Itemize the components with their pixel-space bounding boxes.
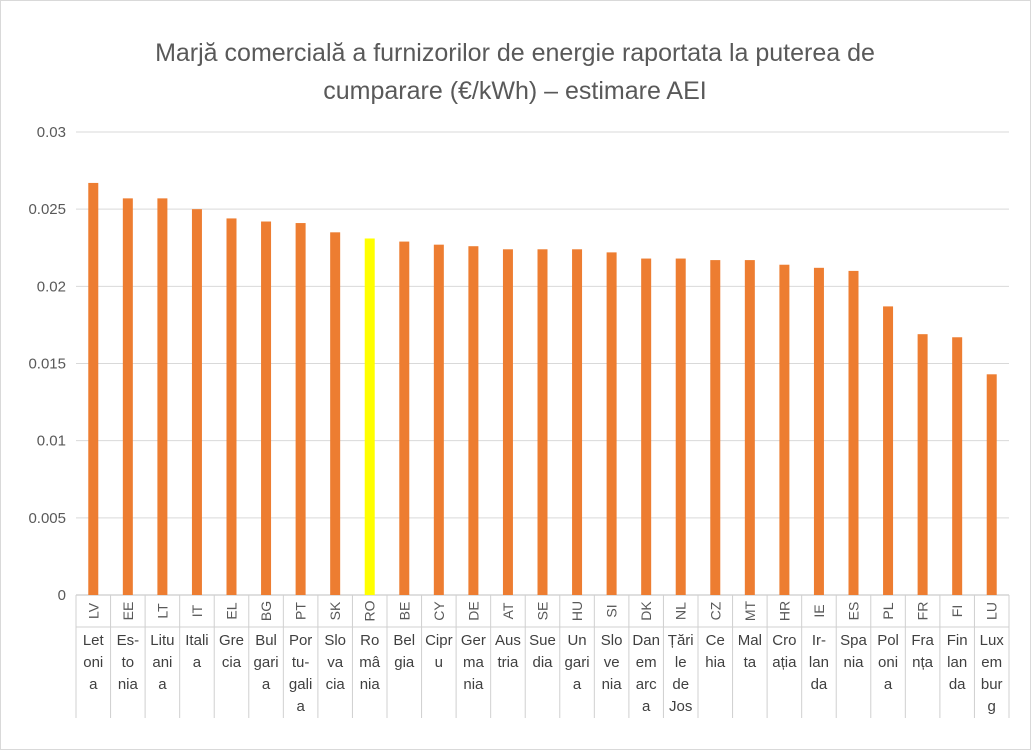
- x-code-label: NL: [673, 602, 689, 620]
- bar: [986, 374, 997, 595]
- chart-title-line-1: Marjă comercială a furnizorilor de energ…: [155, 39, 875, 67]
- x-code-label: DE: [465, 601, 481, 620]
- y-tick-label: 0: [58, 587, 66, 604]
- x-category-label: Bel gia: [393, 632, 415, 671]
- bar: [848, 270, 859, 595]
- chart-title-line-2: cumparare (€/kWh) – estimare AEI: [323, 77, 707, 105]
- y-tick-label: 0.005: [28, 510, 66, 527]
- x-category-label: Spa nia: [840, 632, 867, 671]
- bar: [88, 182, 99, 595]
- x-code-label: BE: [396, 602, 412, 621]
- x-category-label: Ro mâ nia: [359, 632, 380, 693]
- x-category-label: Dan em arc a: [632, 632, 660, 715]
- x-code-label: DK: [638, 601, 654, 621]
- x-code-label: RO: [362, 600, 378, 621]
- bar: [537, 249, 548, 595]
- x-category-label: Cro ația: [772, 632, 797, 671]
- x-code-label: MT: [742, 600, 758, 621]
- x-code-label: EE: [120, 602, 136, 621]
- x-category-label: Es-to nia: [117, 632, 140, 693]
- y-tick-label: 0.025: [28, 201, 66, 218]
- bar: [572, 249, 583, 595]
- y-tick-label: 0.015: [28, 356, 66, 373]
- x-category-label: Por tu-gali a: [289, 632, 312, 715]
- bar: [261, 221, 272, 595]
- x-code-label: IT: [189, 604, 205, 617]
- bar: [883, 306, 894, 595]
- x-code-label: SE: [535, 602, 551, 621]
- chart-title: Marjă comercială a furnizorilor de energ…: [60, 34, 970, 110]
- x-code-label: SK: [327, 601, 343, 620]
- y-tick-label: 0.01: [37, 433, 66, 450]
- x-category-label: Mal ta: [738, 632, 762, 671]
- x-category-label: Litu ani a: [150, 632, 174, 693]
- x-code-label: HR: [776, 601, 792, 621]
- bar: [399, 241, 410, 595]
- bar: [917, 334, 928, 595]
- x-code-label: FI: [949, 605, 965, 617]
- x-category-label: Ir-lan da: [809, 632, 829, 693]
- x-category-label: Țări le de Jos: [668, 632, 694, 715]
- bar: [122, 198, 133, 595]
- y-tick-label: 0.03: [37, 124, 66, 141]
- bar: [295, 223, 306, 595]
- x-category-label: Sue dia: [529, 632, 556, 671]
- x-category-label: Ce hia: [705, 632, 726, 671]
- x-category-label: Ger ma nia: [461, 632, 486, 693]
- bar: [779, 264, 790, 595]
- bar: [952, 337, 963, 595]
- x-code-label: PL: [880, 602, 896, 619]
- y-tick-label: 0.02: [37, 278, 66, 295]
- bar: [744, 260, 755, 595]
- bar: [641, 258, 652, 595]
- x-category-label: Slo va cia: [324, 632, 346, 693]
- x-category-label: Pol oni a: [877, 632, 899, 693]
- bar: [157, 198, 168, 595]
- x-code-label: IE: [811, 604, 827, 617]
- x-category-label: Bul gari a: [254, 632, 279, 693]
- x-code-label: HU: [569, 601, 585, 621]
- x-code-label: FR: [915, 602, 931, 621]
- x-category-label: Aus tria: [495, 632, 521, 671]
- x-code-label: BG: [258, 601, 274, 621]
- x-category-label: Itali a: [185, 632, 208, 671]
- x-category-label: Cipr u: [425, 632, 453, 671]
- x-code-label: LU: [984, 602, 1000, 620]
- x-code-label: SI: [604, 604, 620, 617]
- x-category-label: Un gari a: [565, 632, 590, 693]
- x-code-label: LV: [85, 602, 101, 619]
- x-code-label: AT: [500, 602, 516, 619]
- bar: [433, 244, 444, 595]
- bar: [364, 238, 375, 596]
- x-category-label: Fin lan da: [947, 632, 968, 693]
- bar: [226, 218, 237, 595]
- x-code-label: EL: [224, 602, 240, 619]
- x-category-label: Fra nța: [911, 632, 934, 671]
- bar: [606, 252, 617, 595]
- x-category-label: Gre cia: [219, 632, 244, 671]
- bar: [502, 249, 513, 595]
- x-code-label: ES: [846, 602, 862, 621]
- x-category-label: Lux em bur g: [980, 632, 1005, 715]
- x-code-label: CZ: [707, 601, 723, 620]
- x-code-label: CY: [431, 601, 447, 621]
- x-category-label: Let oni a: [83, 632, 105, 693]
- bar: [813, 267, 824, 595]
- x-code-label: LT: [154, 603, 170, 619]
- bar: [675, 258, 686, 595]
- bar: [710, 260, 721, 595]
- bar: [330, 232, 341, 596]
- bar: [191, 209, 202, 595]
- bar: [468, 246, 479, 595]
- x-code-label: PT: [293, 602, 309, 620]
- x-category-label: Slo ve nia: [601, 632, 623, 693]
